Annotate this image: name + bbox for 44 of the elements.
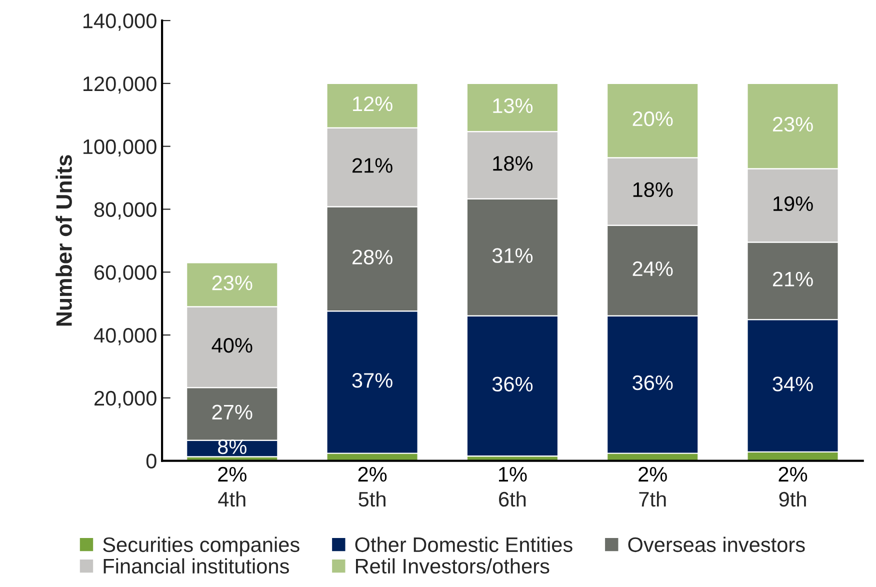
y-tick-label: 20,000 [94,390,156,408]
y-tick-label: 40,000 [94,328,156,346]
annotation: 34% [772,376,813,392]
annotation: 31% [492,248,533,263]
y-tick-label: 100,000 [83,139,156,157]
x-tick-label: 9th [779,491,806,507]
y-tick-label: 120,000 [83,76,156,94]
annotation: 13% [493,98,533,114]
legend-label: Overseas investors [628,536,805,552]
annotation: 21% [772,272,813,286]
annotation: 27% [212,404,252,420]
annotation: 20% [632,111,673,126]
x-tick-label: 7th [639,491,666,507]
annotation: 36% [632,375,673,390]
y-tick-label: 0 [146,454,156,469]
y-axis-title: Number of Units [56,155,72,326]
annotation: 8% [218,439,246,454]
text: 2% [218,466,246,482]
annotation: 23% [212,276,252,290]
annotation: 23% [772,116,813,132]
annotation: 18% [633,182,673,198]
annotation: 12% [353,96,392,112]
annotation: 40% [212,338,252,353]
annotation: 28% [352,250,392,264]
y-tick-label: 80,000 [94,202,156,220]
annotation: 37% [352,373,392,388]
text: 1% [498,466,527,482]
legend-label: Financial institutions [104,558,289,574]
annotation: 24% [632,261,673,276]
legend-label: Securities companies [103,536,300,556]
y-tick-label: 60,000 [94,265,156,282]
annotation: 36% [492,376,533,392]
text: 2% [778,466,808,482]
y-tick-label: 140,000 [83,14,156,31]
x-tick-label: 5th [358,491,386,507]
legend-label: Retil Investors/others [356,558,550,574]
x-tick-label: 4th [218,491,246,507]
text: 2% [638,466,667,482]
text: 2% [358,466,387,482]
x-tick-label: 6th [499,491,526,507]
annotation: 18% [493,156,533,171]
annotation: 19% [774,196,813,212]
annotation: 21% [352,158,392,173]
legend-label: Other Domestic Entities [355,536,572,552]
